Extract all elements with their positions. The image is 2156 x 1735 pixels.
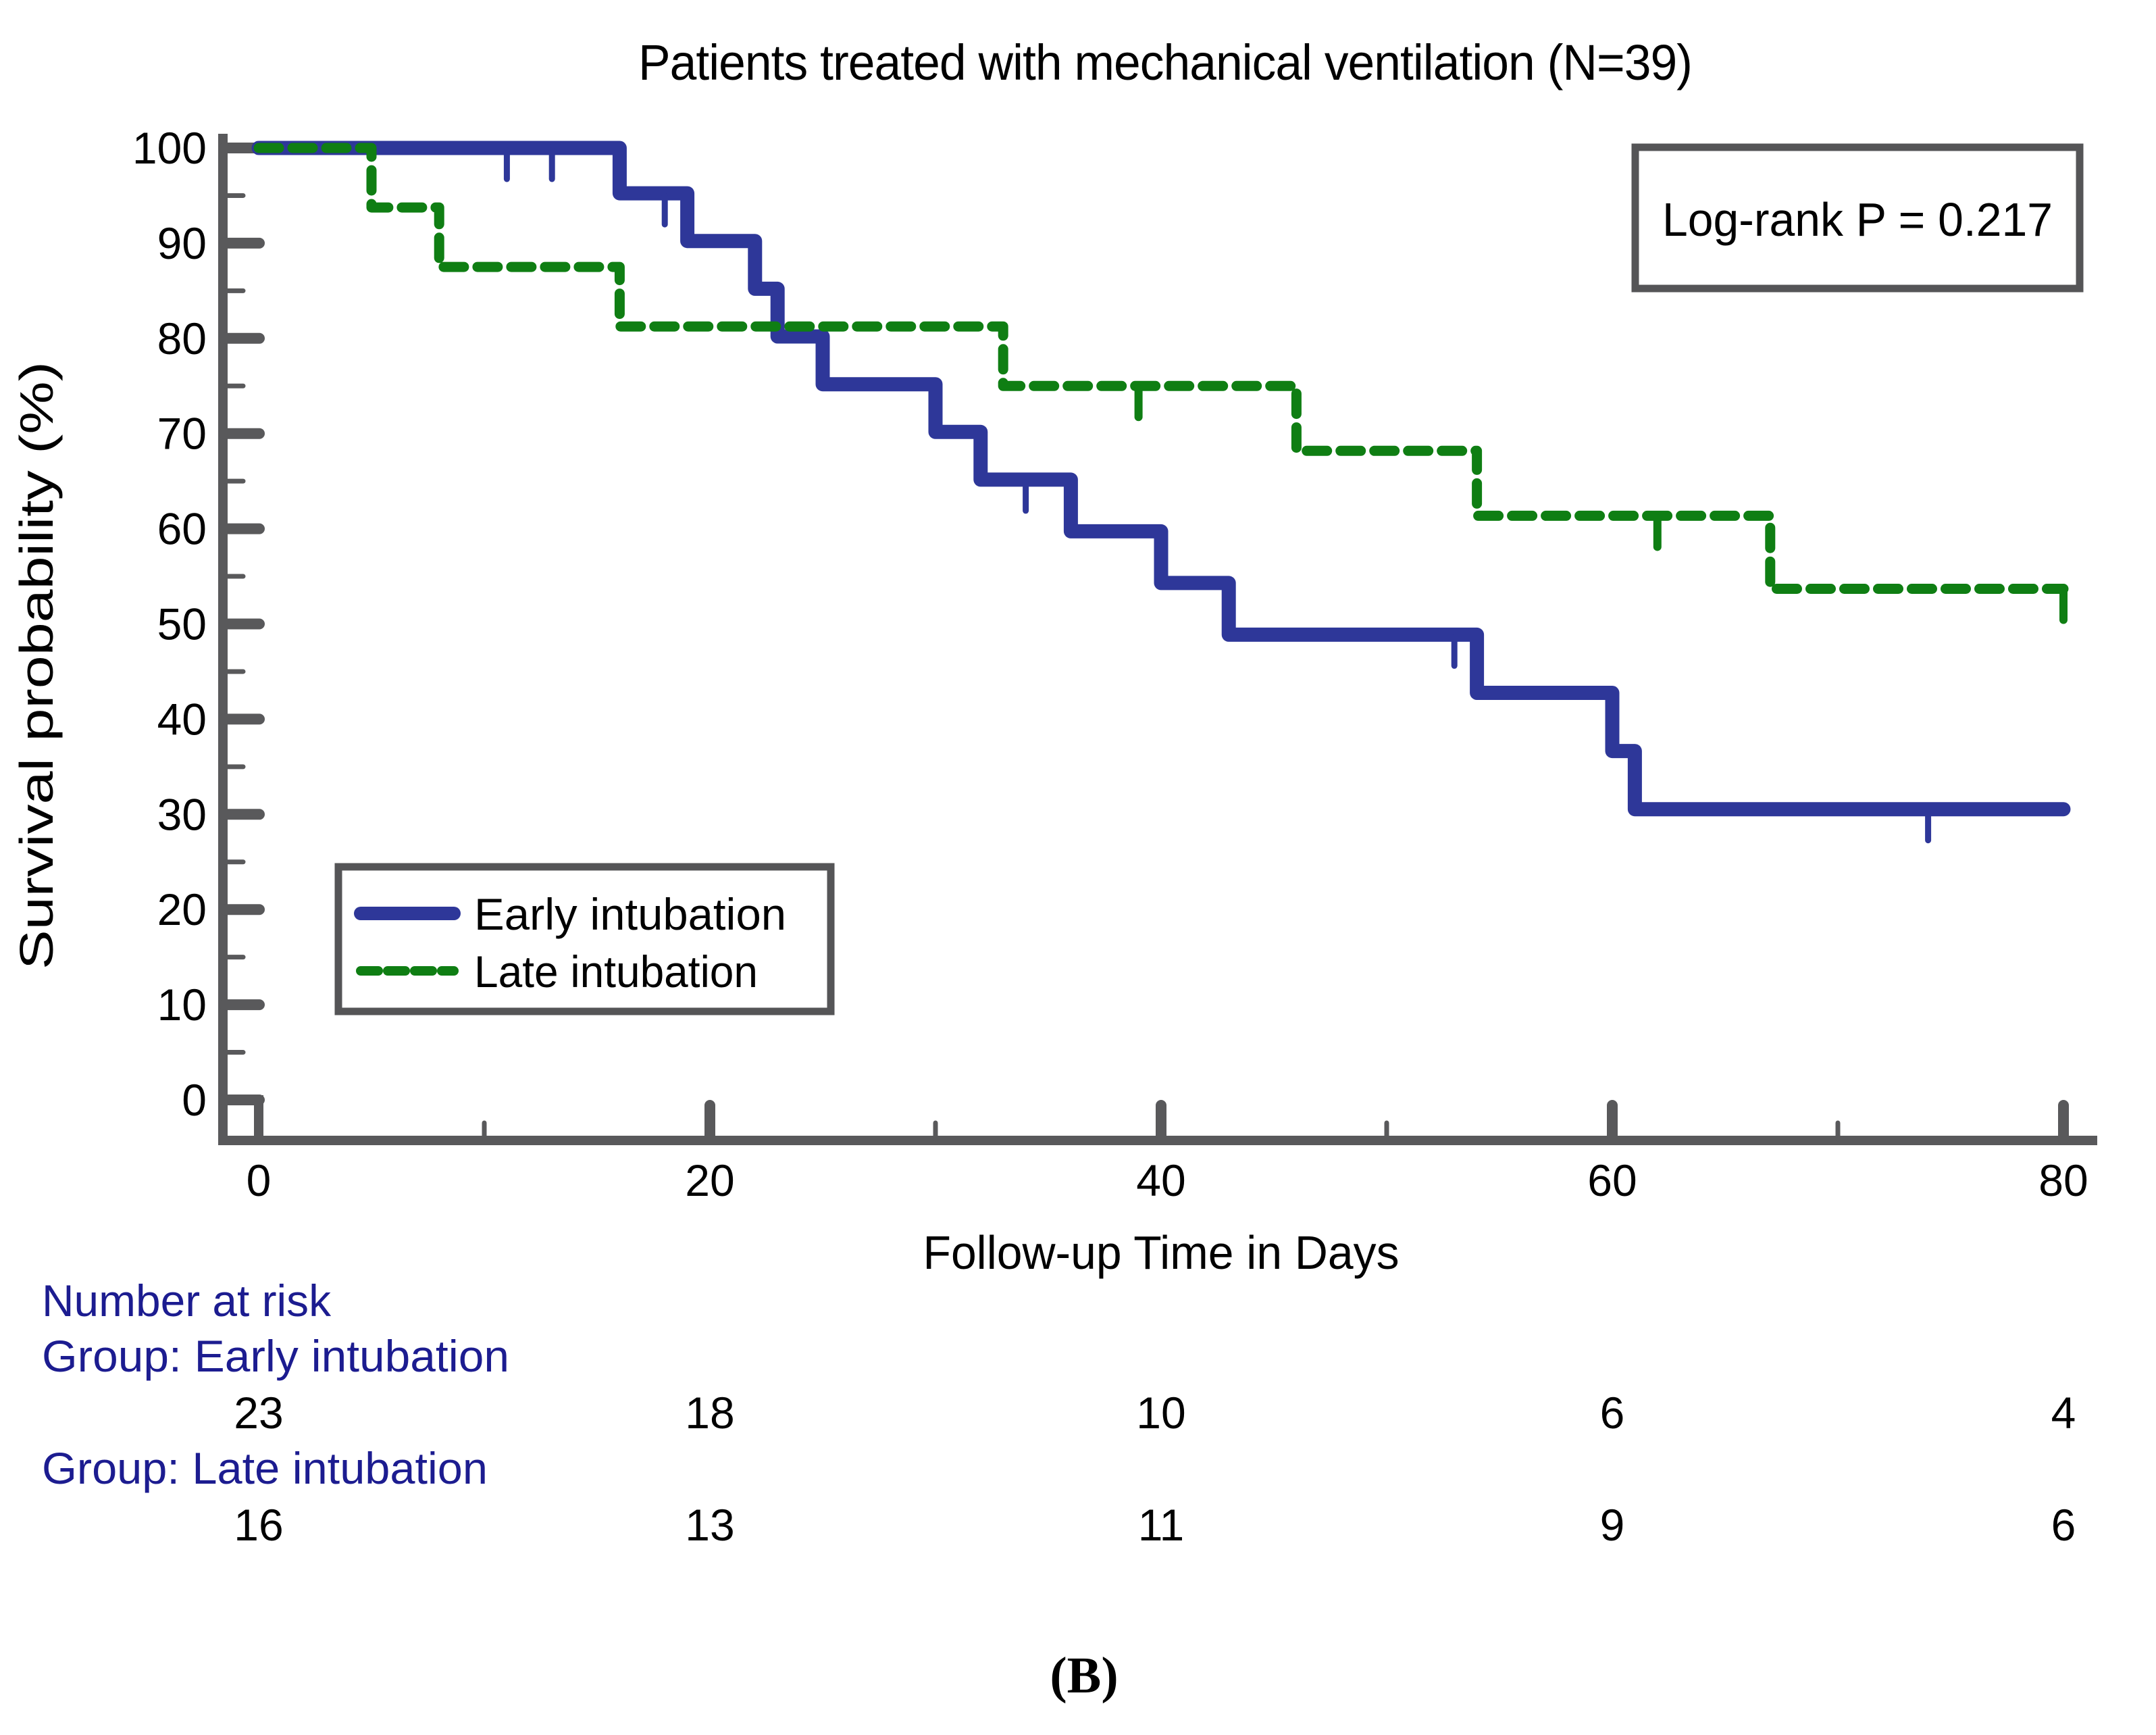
- legend: Early intubation Late intubation: [334, 863, 835, 1015]
- y-tick-label-90: 90: [157, 218, 207, 268]
- logrank-text: Log-rank P = 0.217: [1662, 193, 2053, 246]
- risk-count-late-t40: 11: [1138, 1500, 1185, 1550]
- legend-label-late-intubation: Late intubation: [474, 947, 758, 997]
- y-tick-label-40: 40: [157, 694, 207, 744]
- survival-curves: [251, 141, 2071, 844]
- x-tick-label-60: 60: [1587, 1155, 1637, 1205]
- y-tick-label-20: 20: [157, 884, 207, 934]
- risk-count-early-t0: 23: [234, 1388, 283, 1438]
- risk-group-label-late: Group: Late intubation: [42, 1443, 488, 1493]
- risk-count-late-t0: 16: [234, 1500, 283, 1550]
- axes: 0 10 20 30 40 50 60 70 80 90 100 0 20 40 60 80: [132, 123, 2097, 1205]
- y-tick-label-60: 60: [157, 504, 207, 554]
- y-tick-label-80: 80: [157, 313, 207, 363]
- origin-notch: [223, 1095, 263, 1140]
- risk-count-early-t20: 18: [685, 1388, 734, 1438]
- curve-late-intubation: [253, 143, 2069, 594]
- logrank-box: [1631, 143, 2084, 293]
- risk-count-early-t80: 4: [2051, 1388, 2076, 1438]
- risk-counts-early: 23 18 10 6 4: [234, 1388, 2076, 1438]
- y-tick-label-30: 30: [157, 789, 207, 839]
- x-tick-label-80: 80: [2038, 1155, 2088, 1205]
- y-tick-label-100: 100: [132, 123, 207, 173]
- risk-count-early-t40: 10: [1136, 1388, 1185, 1438]
- curve-early-intubation: [251, 141, 2071, 817]
- risk-count-late-t60: 9: [1600, 1500, 1625, 1550]
- x-tick-label-40: 40: [1136, 1155, 1185, 1205]
- y-tick-label-50: 50: [157, 599, 207, 649]
- risk-counts-late: 16 13 11 9 6: [234, 1500, 2076, 1550]
- risk-group-label-early: Group: Early intubation: [42, 1331, 509, 1381]
- y-tick-label-10: 10: [157, 980, 207, 1030]
- y-axis-label: Survival probability (%): [10, 361, 63, 970]
- legend-box: [334, 863, 835, 1015]
- legend-label-early-intubation: Early intubation: [474, 889, 786, 939]
- y-tick-label-70: 70: [157, 409, 207, 459]
- risk-table: Number at risk Group: Early intubation 2…: [42, 1276, 2076, 1550]
- risk-table-heading: Number at risk: [42, 1276, 332, 1326]
- panel-caption: (B): [1050, 1647, 1118, 1704]
- x-tick-label-20: 20: [685, 1155, 734, 1205]
- risk-count-late-t80: 6: [2051, 1500, 2076, 1550]
- x-axis-label: Follow-up Time in Days: [923, 1226, 1400, 1279]
- risk-count-late-t20: 13: [685, 1500, 734, 1550]
- x-tick-label-0: 0: [247, 1155, 272, 1205]
- risk-count-early-t60: 6: [1600, 1388, 1625, 1438]
- y-tick-label-0: 0: [182, 1075, 207, 1125]
- chart-title: Patients treated with mechanical ventila…: [638, 34, 1692, 91]
